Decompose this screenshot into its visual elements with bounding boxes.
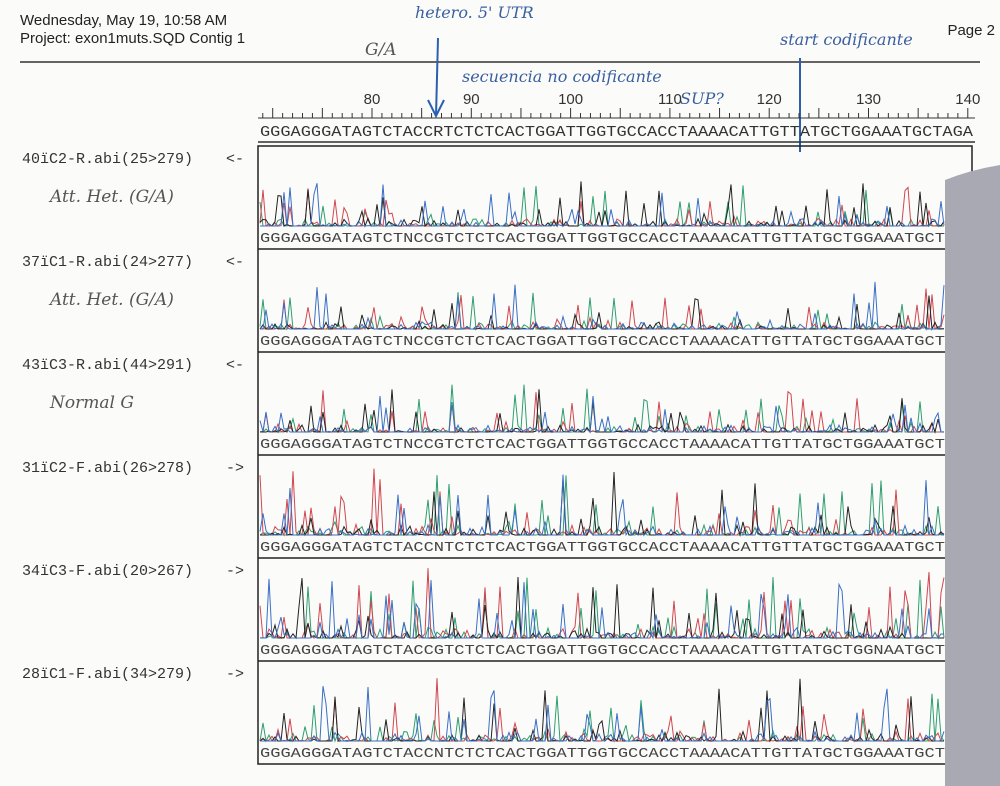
tracks: 40ïC2-R.abi(25>279) <- Att. Het. (G/A) GGGA… (22, 151, 972, 762)
trace (259, 389, 944, 434)
track-sequence: GGGAGGGATAGTCTACCGTCTCTCACTGGATTGGTGCCAC… (260, 643, 945, 659)
trace (260, 183, 945, 228)
track-note: Att. Het. (G/A) (48, 290, 174, 310)
track-direction: <- (226, 151, 244, 168)
scan-background (945, 165, 1000, 786)
track-name: 40ïC2-R.abi(25>279) (22, 151, 193, 168)
header-project: Project: exon1muts.SQD Contig 1 (20, 30, 245, 47)
header-page: Page 2 (947, 22, 995, 39)
track-direction: -> (226, 563, 244, 580)
ruler-label: 80 (364, 91, 381, 108)
track-direction: -> (226, 460, 244, 477)
trace (259, 568, 945, 640)
annotation-sup: SUP? (680, 89, 724, 108)
annotation-noncoding: secuencia no codificante (462, 67, 662, 86)
ruler-label: 100 (558, 91, 583, 108)
track-sequence: GGGAGGGATAGTCTNCCGTCTCTCACTGGATTGGTGCCAC… (260, 334, 945, 350)
track-direction: <- (226, 254, 244, 271)
track-direction: <- (226, 357, 244, 374)
ruler-label: 110 (658, 91, 682, 108)
annotation-allele: G/A (365, 40, 397, 60)
trace (260, 686, 945, 743)
arrow-mark (435, 37, 439, 117)
track-name: 31ïC2-F.abi(26>278) (22, 460, 193, 477)
ruler-label: 140 (955, 91, 980, 108)
arrow-head (427, 99, 445, 119)
annotation-utr: hetero. 5' UTR (415, 3, 534, 22)
ruler-label: 120 (757, 91, 782, 108)
trace (259, 474, 945, 537)
trace (259, 396, 945, 434)
track-note: Normal G (49, 393, 134, 413)
annotation-start: start codificante (780, 30, 913, 49)
track-sequence: GGGAGGGATAGTCTACCNTCTCTCACTGGATTGGTGCCAC… (260, 746, 945, 762)
track-sequence: GGGAGGGATAGTCTACCNTCTCTCACTGGATTGGTGCCAC… (260, 540, 945, 556)
trace (260, 281, 945, 331)
track-name: 43ïC3-R.abi(44>291) (22, 357, 193, 374)
track-sequence: GGGAGGGATAGTCTNCCGTCTCTCACTGGATTGGTGCCAC… (260, 437, 945, 453)
ruler-label: 130 (856, 91, 881, 108)
track-sequence: GGGAGGGATAGTCTNCCGTCTCTCACTGGATTGGTGCCAC… (260, 231, 945, 247)
track-name: 34ïC3-F.abi(20>267) (22, 563, 193, 580)
track-note: Att. Het. (G/A) (48, 187, 174, 207)
track-direction: -> (226, 666, 244, 683)
ruler-label: 90 (463, 91, 480, 108)
header-date: Wednesday, May 19, 10:58 AM (20, 12, 227, 29)
consensus: GGGAGGGATAGTCTACCRTCTCTCACTGGATTGGTGCCAC… (260, 124, 973, 141)
track-name: 28ïC1-F.abi(34>279) (22, 666, 193, 683)
trace (259, 578, 945, 640)
track-name: 37ïC1-R.abi(24>277) (22, 254, 193, 271)
